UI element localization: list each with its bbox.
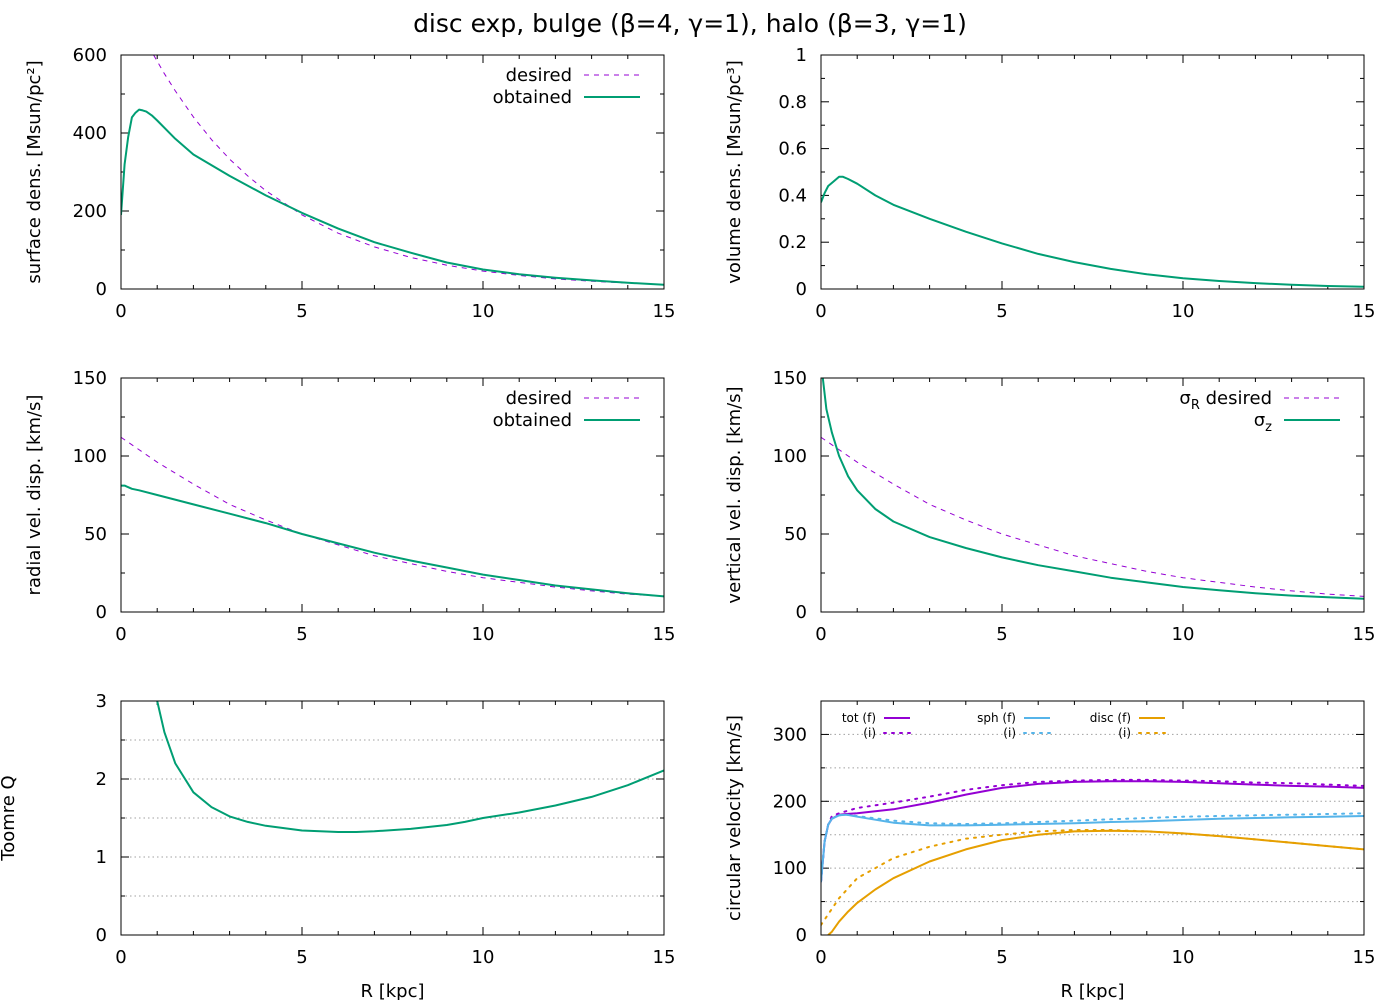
x-tick-label: 0 <box>815 301 826 322</box>
series-line-sph-i- <box>821 812 1364 883</box>
series-line-tot-i- <box>821 778 1364 883</box>
y-tick-label: 200 <box>773 791 807 812</box>
x-tick-label: 0 <box>115 301 126 322</box>
y-axis-label: vertical vel. disp. [km/s] <box>724 386 745 603</box>
legend-label: obtained <box>493 87 572 108</box>
y-axis-label: surface dens. [Msun/pc²] <box>24 60 45 283</box>
panel-surface: 0 5 10 15 0 200 400 600 surface dens. [Msun/pc²]… <box>24 45 675 322</box>
x-tick-label: 10 <box>1172 624 1195 645</box>
x-tick-label: 0 <box>815 947 826 968</box>
legend-label: (i) <box>1118 726 1131 740</box>
y-axis-label: radial vel. disp. [km/s] <box>24 395 45 596</box>
y-tick-label: 2 <box>96 769 107 790</box>
x-tick-label: 0 <box>115 624 126 645</box>
figure-title: disc exp, bulge (β=4, γ=1), halo (β=3, γ… <box>413 9 967 38</box>
plot-frame <box>820 700 1365 936</box>
series-line-volume <box>821 175 1364 288</box>
y-tick-label: 0 <box>796 602 807 623</box>
x-tick-label: 15 <box>1353 947 1376 968</box>
legend-label: disc (f) <box>1090 711 1131 725</box>
series-line-disc-f- <box>827 829 1364 935</box>
x-tick-label: 10 <box>1172 947 1195 968</box>
y-tick-label: 100 <box>773 446 807 467</box>
y-tick-label: 600 <box>73 45 107 66</box>
y-axis-label: volume dens. [Msun/pc³] <box>724 60 745 284</box>
x-tick-label: 15 <box>653 624 676 645</box>
legend-label: desired <box>506 388 572 409</box>
x-tick-label: 5 <box>296 624 307 645</box>
legend-label: obtained <box>493 410 572 431</box>
y-tick-label: 50 <box>84 524 107 545</box>
y-tick-label: 0.8 <box>778 92 807 113</box>
x-tick-label: 5 <box>296 301 307 322</box>
panel-volume: 0 5 10 15 0 0.2 0.4 0.6 0.8 1 volume dens. [Msun/p… <box>724 45 1375 322</box>
y-tick-label: 50 <box>784 524 807 545</box>
panel-toomre: 0 5 10 15 0 1 2 3 Toomre Q R [kpc] <box>0 691 676 1002</box>
y-tick-label: 150 <box>73 368 107 389</box>
x-tick-label: 0 <box>815 624 826 645</box>
plot-frame <box>120 54 665 290</box>
y-tick-label: 400 <box>73 123 107 144</box>
y-tick-label: 0 <box>96 602 107 623</box>
y-tick-label: 100 <box>73 446 107 467</box>
x-tick-label: 15 <box>653 947 676 968</box>
x-tick-label: 0 <box>115 947 126 968</box>
y-tick-label: 3 <box>96 691 107 712</box>
x-tick-label: 5 <box>996 624 1007 645</box>
y-tick-label: 300 <box>773 724 807 745</box>
y-tick-label: 200 <box>73 201 107 222</box>
series-line-obtained <box>121 484 664 598</box>
series-line--z <box>821 378 1364 600</box>
y-tick-label: 0 <box>96 925 107 946</box>
x-tick-label: 10 <box>472 301 495 322</box>
y-tick-label: 0.4 <box>778 185 807 206</box>
y-tick-label: 1 <box>96 847 107 868</box>
series-line-sph-f- <box>821 813 1364 882</box>
plot-frame <box>120 377 665 613</box>
y-tick-label: 0 <box>796 925 807 946</box>
x-tick-label: 5 <box>996 947 1007 968</box>
legend-label: σz <box>1254 410 1272 435</box>
series-line-disc-i- <box>821 829 1364 926</box>
legend-label: σR desired <box>1179 388 1272 413</box>
legend-label: tot (f) <box>842 711 876 725</box>
plot-frame <box>820 54 1365 290</box>
series-line--r-desired <box>821 436 1364 597</box>
x-tick-label: 10 <box>472 624 495 645</box>
plot-frame <box>120 700 665 936</box>
y-tick-label: 1 <box>796 45 807 66</box>
legend-label: sph (f) <box>977 711 1016 725</box>
legend-label: desired <box>506 65 572 86</box>
x-axis-label: R [kpc] <box>360 981 424 1000</box>
y-axis-label: circular velocity [km/s] <box>724 715 745 921</box>
x-tick-label: 15 <box>1353 624 1376 645</box>
series-line-toomre <box>156 701 664 833</box>
y-tick-label: 150 <box>773 368 807 389</box>
x-tick-label: 5 <box>996 301 1007 322</box>
y-tick-label: 0 <box>96 279 107 300</box>
legend-label: (i) <box>863 726 876 740</box>
x-axis-label: R [kpc] <box>1060 981 1124 1000</box>
series-line-obtained <box>121 108 664 286</box>
x-tick-label: 10 <box>472 947 495 968</box>
y-tick-label: 0.2 <box>778 232 807 253</box>
x-tick-label: 10 <box>1172 301 1195 322</box>
y-tick-label: 0.6 <box>778 139 807 160</box>
y-tick-label: 100 <box>773 858 807 879</box>
x-tick-label: 5 <box>296 947 307 968</box>
series-line-desired <box>121 436 664 597</box>
panel-circular: 0 5 10 15 0 100 200 300 circular velocity [km/s]… <box>724 700 1376 1002</box>
x-tick-label: 15 <box>1353 301 1376 322</box>
legend-label: (i) <box>1003 726 1016 740</box>
y-tick-label: 0 <box>796 279 807 300</box>
y-axis-label: Toomre Q <box>0 775 19 861</box>
series-line-desired <box>153 55 664 286</box>
x-tick-label: 15 <box>653 301 676 322</box>
plot-frame <box>820 377 1365 613</box>
